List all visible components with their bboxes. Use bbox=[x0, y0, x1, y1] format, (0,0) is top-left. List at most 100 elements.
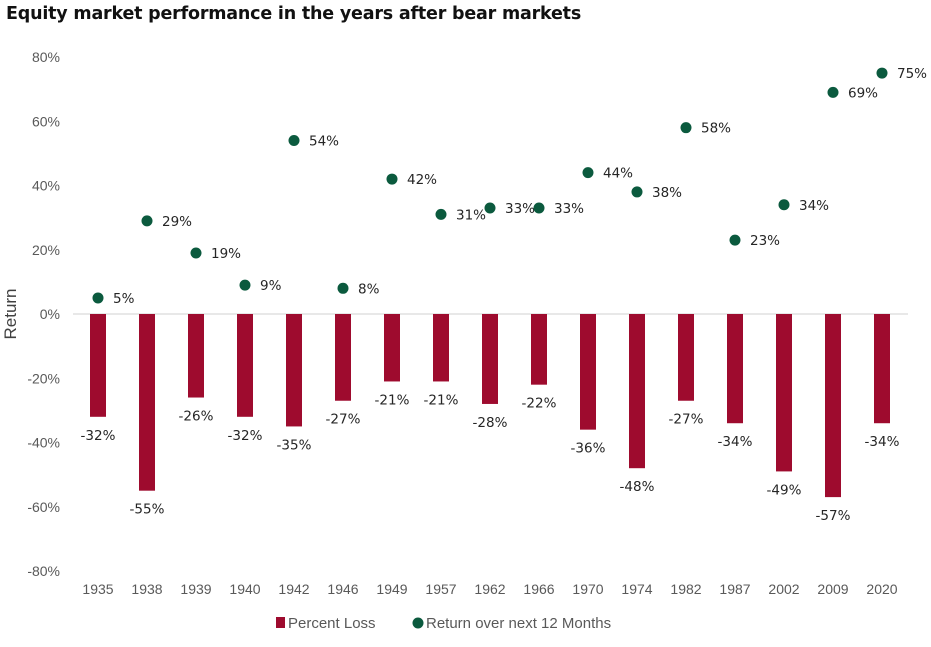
point-return-12m bbox=[827, 86, 839, 98]
bar-data-label: -21% bbox=[375, 392, 410, 408]
bar-percent-loss bbox=[286, 314, 302, 427]
y-tick-label: 0% bbox=[40, 306, 60, 322]
bar-data-label: -34% bbox=[865, 434, 900, 450]
x-tick-label: 1982 bbox=[670, 581, 701, 597]
legend-bar-swatch bbox=[276, 617, 285, 628]
legend-point-swatch bbox=[412, 617, 424, 629]
bar-data-label: -22% bbox=[522, 396, 557, 412]
bar-percent-loss bbox=[580, 314, 596, 430]
point-return-12m bbox=[288, 135, 300, 147]
legend-label-return: Return over next 12 Months bbox=[426, 615, 611, 632]
bar-percent-loss bbox=[727, 314, 743, 424]
point-return-12m bbox=[141, 215, 153, 227]
point-return-12m bbox=[239, 279, 251, 291]
bar-data-label: -32% bbox=[81, 428, 116, 444]
y-tick-label: -60% bbox=[27, 499, 60, 515]
bar-percent-loss bbox=[531, 314, 547, 385]
point-data-label: 29% bbox=[162, 214, 192, 230]
point-data-label: 33% bbox=[554, 201, 584, 217]
point-return-12m bbox=[729, 234, 741, 246]
point-data-label: 38% bbox=[652, 185, 682, 201]
legend-label-percent-loss: Percent Loss bbox=[288, 615, 376, 632]
x-tick-label: 1946 bbox=[327, 581, 358, 597]
point-data-label: 19% bbox=[211, 246, 241, 262]
bar-data-label: -48% bbox=[620, 479, 655, 495]
point-return-12m bbox=[533, 202, 545, 214]
bar-data-label: -21% bbox=[424, 392, 459, 408]
bar-percent-loss bbox=[335, 314, 351, 401]
x-tick-label: 1962 bbox=[474, 581, 505, 597]
bar-data-label: -36% bbox=[571, 441, 606, 457]
point-return-12m bbox=[386, 173, 398, 185]
bar-percent-loss bbox=[482, 314, 498, 404]
y-tick-label: 40% bbox=[32, 178, 60, 194]
bar-data-label: -27% bbox=[326, 412, 361, 428]
x-tick-label: 1987 bbox=[719, 581, 750, 597]
point-return-12m bbox=[190, 247, 202, 259]
bar-data-label: -55% bbox=[130, 502, 165, 518]
point-data-label: 58% bbox=[701, 121, 731, 137]
points-group: 5% 29% 19% 9% 54% 8% 42% 31% 33% 33% 44% 38% 58% 23% 3… bbox=[92, 66, 927, 307]
x-tick-label: 1938 bbox=[131, 581, 162, 597]
bar-percent-loss bbox=[874, 314, 890, 424]
y-axis-label: Return bbox=[1, 288, 20, 339]
y-tick-label: -20% bbox=[27, 370, 60, 386]
bar-percent-loss bbox=[237, 314, 253, 417]
x-tick-label: 1949 bbox=[376, 581, 407, 597]
bar-data-label: -27% bbox=[669, 412, 704, 428]
bar-data-label: -28% bbox=[473, 415, 508, 431]
point-return-12m bbox=[484, 202, 496, 214]
point-return-12m bbox=[680, 122, 692, 134]
point-return-12m bbox=[876, 67, 888, 79]
y-tick-label: -40% bbox=[27, 435, 60, 451]
point-return-12m bbox=[92, 292, 104, 304]
bar-data-label: -34% bbox=[718, 434, 753, 450]
point-data-label: 34% bbox=[799, 198, 829, 214]
bar-percent-loss bbox=[629, 314, 645, 469]
point-return-12m bbox=[778, 199, 790, 211]
x-tick-label: 1966 bbox=[523, 581, 554, 597]
point-data-label: 23% bbox=[750, 233, 780, 249]
legend: Percent Loss Return over next 12 Months bbox=[276, 615, 611, 632]
point-data-label: 54% bbox=[309, 134, 339, 150]
point-data-label: 33% bbox=[505, 201, 535, 217]
bar-data-label: -35% bbox=[277, 437, 312, 453]
bar-percent-loss bbox=[90, 314, 106, 417]
bar-data-label: -49% bbox=[767, 482, 802, 498]
bar-data-label: -26% bbox=[179, 409, 214, 425]
x-tick-label: 1974 bbox=[621, 581, 652, 597]
point-data-label: 75% bbox=[897, 66, 927, 82]
bar-percent-loss bbox=[678, 314, 694, 401]
x-tick-label: 1940 bbox=[229, 581, 260, 597]
point-data-label: 9% bbox=[260, 278, 282, 294]
x-tick-label: 2002 bbox=[768, 581, 799, 597]
x-tick-label: 1942 bbox=[278, 581, 309, 597]
bar-percent-loss bbox=[825, 314, 841, 498]
bar-data-label: -57% bbox=[816, 508, 851, 524]
point-data-label: 8% bbox=[358, 281, 380, 297]
y-axis-ticks: 80% 60% 40% 20% 0% -20% -40% -60% -80% bbox=[27, 49, 60, 579]
x-tick-label: 1935 bbox=[82, 581, 113, 597]
x-axis-ticks: 1935 1938 1939 1940 1942 1946 1949 1957 1962 1966… bbox=[82, 581, 897, 597]
y-tick-label: -80% bbox=[27, 563, 60, 579]
x-tick-label: 2009 bbox=[817, 581, 848, 597]
y-tick-label: 20% bbox=[32, 242, 60, 258]
point-data-label: 5% bbox=[113, 291, 135, 307]
bar-percent-loss bbox=[188, 314, 204, 398]
y-tick-label: 60% bbox=[32, 113, 60, 129]
y-tick-label: 80% bbox=[32, 49, 60, 65]
x-tick-label: 2020 bbox=[866, 581, 897, 597]
point-return-12m bbox=[582, 167, 594, 179]
point-data-label: 42% bbox=[407, 172, 437, 188]
x-tick-label: 1939 bbox=[180, 581, 211, 597]
chart-title: Equity market performance in the years a… bbox=[6, 4, 582, 24]
point-data-label: 31% bbox=[456, 207, 486, 223]
x-tick-label: 1957 bbox=[425, 581, 456, 597]
bar-percent-loss bbox=[139, 314, 155, 491]
point-data-label: 44% bbox=[603, 166, 633, 182]
point-data-label: 69% bbox=[848, 85, 878, 101]
point-return-12m bbox=[435, 208, 447, 220]
bar-data-label: -32% bbox=[228, 428, 263, 444]
bar-percent-loss bbox=[776, 314, 792, 472]
